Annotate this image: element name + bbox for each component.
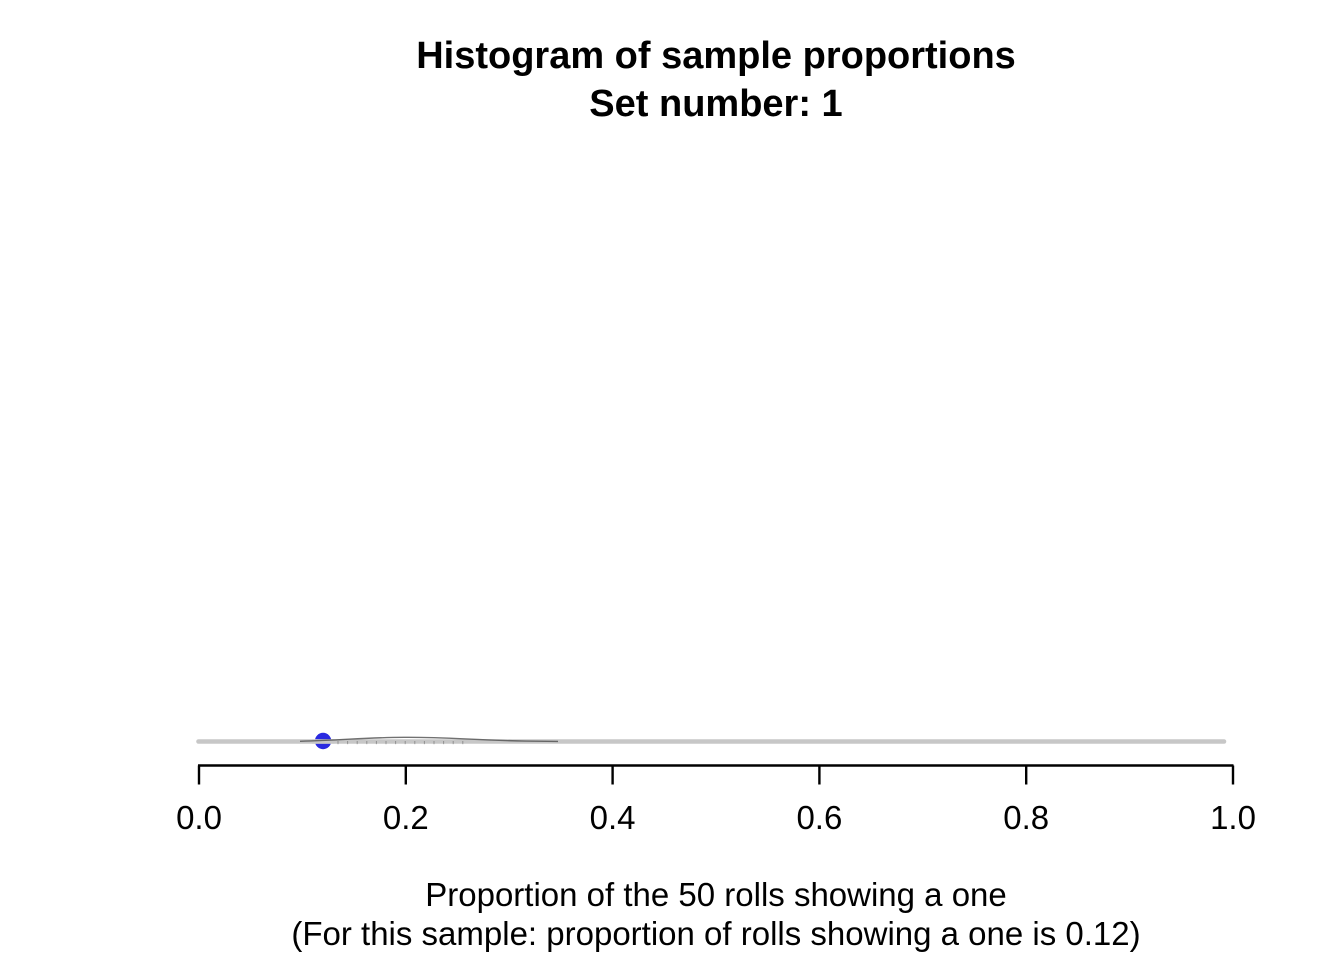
- histogram-bin-marks: [337, 741, 464, 745]
- x-axis-tick-label: 0.8: [1003, 799, 1050, 836]
- x-axis-label-note: (For this sample: proportion of rolls sh…: [291, 915, 1141, 952]
- density-outline: [299, 736, 559, 743]
- x-axis-tick-label: 0.0: [176, 799, 222, 836]
- x-axis-label: Proportion of the 50 rolls showing a one: [425, 876, 1007, 913]
- x-axis-tick-label: 0.2: [382, 799, 429, 836]
- chart-title: Histogram of sample proportions: [416, 35, 1016, 77]
- x-axis-tick-label: 1.0: [1210, 799, 1256, 836]
- x-axis-tick-marks: [197, 765, 1235, 785]
- x-axis-tick-label: 0.6: [796, 799, 843, 836]
- chart-subtitle: Set number: 1: [589, 83, 843, 125]
- x-axis-tick-label: 0.4: [589, 799, 636, 836]
- x-axis: [197, 764, 1235, 785]
